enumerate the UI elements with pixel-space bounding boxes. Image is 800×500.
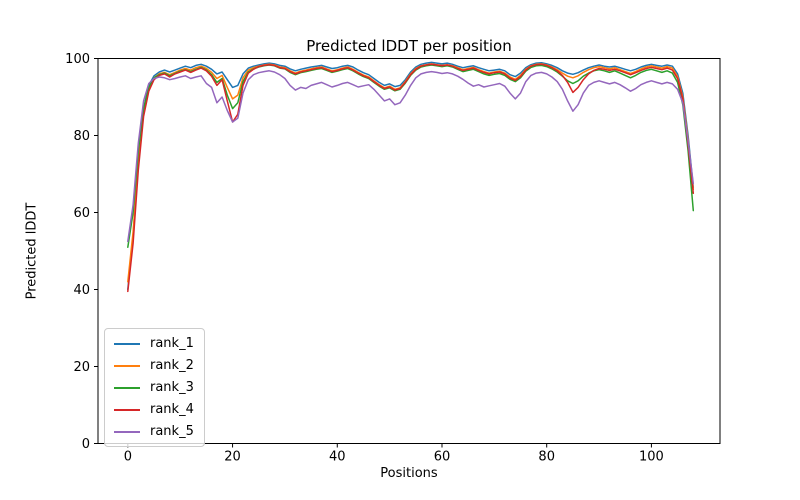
legend-label-rank_3: rank_3 bbox=[150, 380, 194, 395]
legend-line-sample-rank_5 bbox=[114, 430, 140, 433]
legend: rank_1 rank_2 rank_3 rank_4 rank_5 bbox=[104, 328, 205, 447]
legend-label-rank_4: rank_4 bbox=[150, 402, 194, 417]
series-line-rank_4 bbox=[127, 63, 695, 293]
x-axis-label: Positions bbox=[380, 466, 438, 481]
y-tick-label: 0 bbox=[82, 437, 90, 452]
x-tick-label: 60 bbox=[434, 449, 451, 464]
legend-entry-rank_4: rank_4 bbox=[114, 402, 194, 417]
x-tick-label: 40 bbox=[329, 449, 346, 464]
x-tick-label: 20 bbox=[224, 449, 241, 464]
series-line-rank_1 bbox=[127, 61, 695, 291]
legend-label-rank_2: rank_2 bbox=[150, 358, 194, 373]
legend-line-sample-rank_3 bbox=[114, 386, 140, 389]
x-tick-label: 100 bbox=[639, 449, 664, 464]
y-tick-label: 100 bbox=[65, 52, 90, 67]
y-tick-label: 20 bbox=[73, 360, 90, 375]
y-tick-label: 80 bbox=[73, 129, 90, 144]
legend-entry-rank_1: rank_1 bbox=[114, 336, 194, 351]
axes-spines bbox=[97, 58, 721, 444]
y-tick-label: 60 bbox=[73, 206, 90, 221]
legend-line-sample-rank_1 bbox=[114, 342, 140, 345]
legend-label-rank_1: rank_1 bbox=[150, 336, 194, 351]
series-line-rank_5 bbox=[127, 70, 695, 243]
legend-entry-rank_2: rank_2 bbox=[114, 358, 194, 373]
chart-title: Predicted lDDT per position bbox=[306, 37, 512, 55]
series-line-rank_2 bbox=[127, 63, 695, 283]
legend-line-sample-rank_4 bbox=[114, 408, 140, 411]
x-tick-label: 80 bbox=[538, 449, 555, 464]
legend-entry-rank_5: rank_5 bbox=[114, 424, 194, 439]
legend-label-rank_5: rank_5 bbox=[150, 424, 194, 439]
x-tick-label: 0 bbox=[124, 449, 132, 464]
legend-line-sample-rank_2 bbox=[114, 364, 140, 367]
y-axis-label: Predicted lDDT bbox=[24, 202, 40, 300]
legend-entry-rank_3: rank_3 bbox=[114, 380, 194, 395]
y-tick-label: 40 bbox=[73, 283, 90, 298]
